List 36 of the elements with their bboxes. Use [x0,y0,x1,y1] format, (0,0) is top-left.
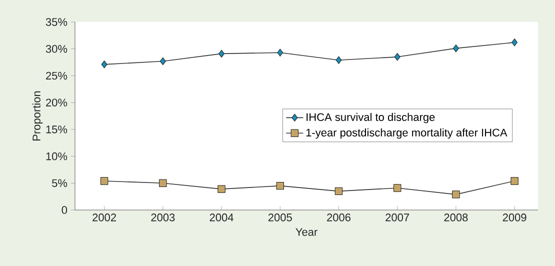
y-tick-label: 10% [46,152,68,160]
x-tick-label: 2004 [210,214,234,222]
point [452,190,460,198]
x-tick-label: 2008 [444,214,468,222]
point [336,56,342,64]
point [334,187,343,196]
y-tick-label: 0 [62,206,68,214]
x-tick-label: 2006 [327,214,350,222]
point [218,185,226,193]
y-tick-label: 25% [46,72,68,80]
x-tick-label: 2007 [386,214,410,222]
y-tick-label: 35% [46,18,68,26]
point [512,38,518,46]
y-tick-label: 20% [46,98,68,106]
point [100,177,108,185]
x-tick-label: 2005 [268,214,292,222]
point [218,50,224,58]
x-axis-title: Year [296,228,318,236]
point [393,184,402,192]
point [453,44,459,52]
legend-label: IHCA survival to discharge [306,112,435,124]
point [101,60,108,68]
legend-label: 1-year postdischarge mortality after IHCA [306,128,508,139]
x-tick-label: 2009 [502,214,526,222]
y-tick-label: 5% [52,179,68,188]
x-tick-label: 2003 [151,214,175,222]
y-tick-label: 15% [46,126,68,134]
point [159,179,167,187]
point [510,177,518,185]
x-tick-label: 2002 [92,214,116,222]
point [394,53,400,61]
point [276,182,284,190]
y-axis-title: Proportion [32,91,43,140]
point [277,48,284,56]
point [160,57,166,66]
y-tick-label: 30% [46,44,68,53]
